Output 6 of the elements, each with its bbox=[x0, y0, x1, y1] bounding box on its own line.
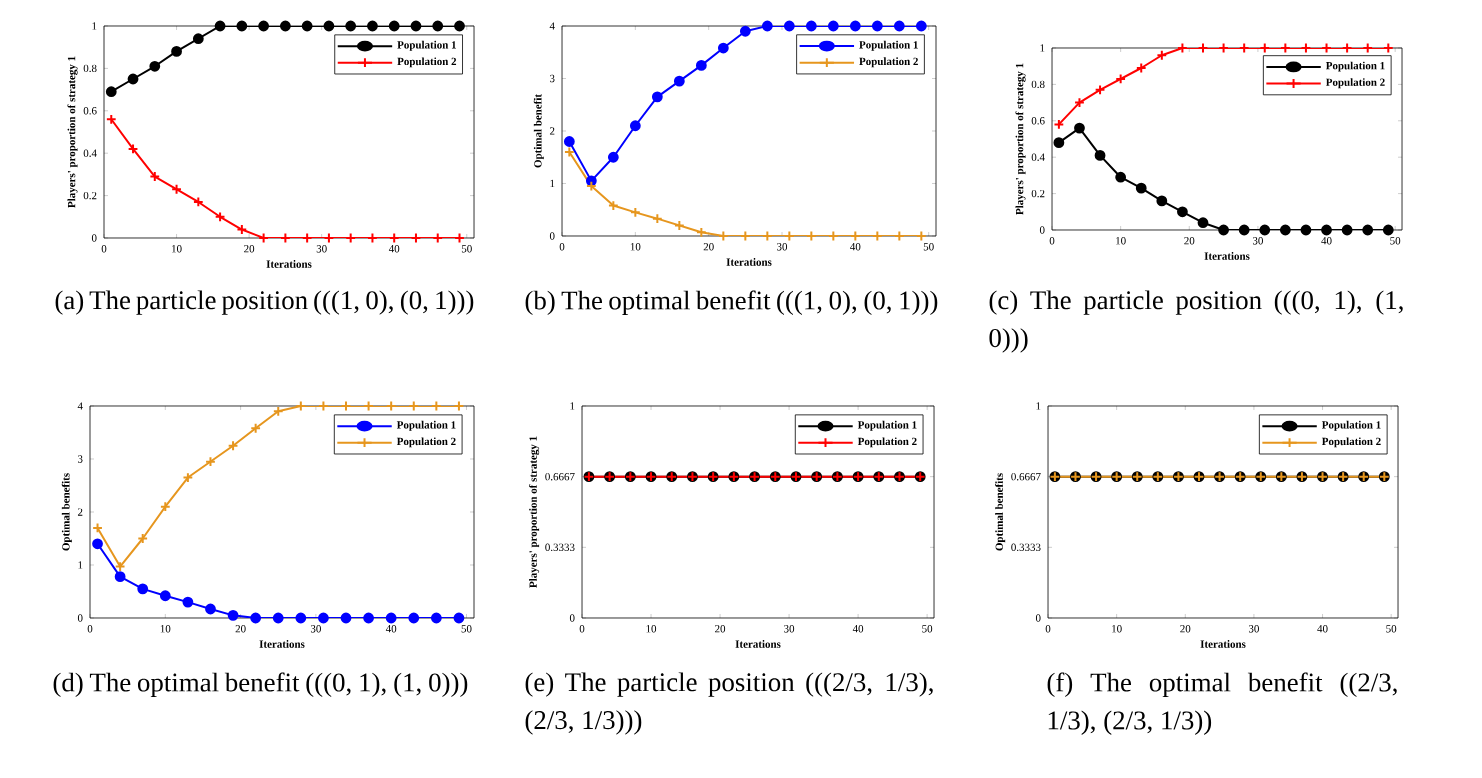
text: (d) The optimal benefit (((0, 1), (1, 0))) bbox=[53, 672, 468, 698]
text: (b) The optimal benefit (((1, 0), (0, 1))) bbox=[525, 290, 938, 316]
text: (f) The optimal benefit ((2/3, 1/3), (2/3, 1/3)) bbox=[1047, 672, 1397, 735]
text: (e) The particle position (((2/3, 1/3), (2/3, 1/3))) bbox=[525, 672, 933, 735]
text: (a) The particle position (((1, 0), (0, 1))) bbox=[55, 290, 474, 315]
text: (c) The particle position (((0, 1), (1, 0))) bbox=[989, 290, 1403, 353]
